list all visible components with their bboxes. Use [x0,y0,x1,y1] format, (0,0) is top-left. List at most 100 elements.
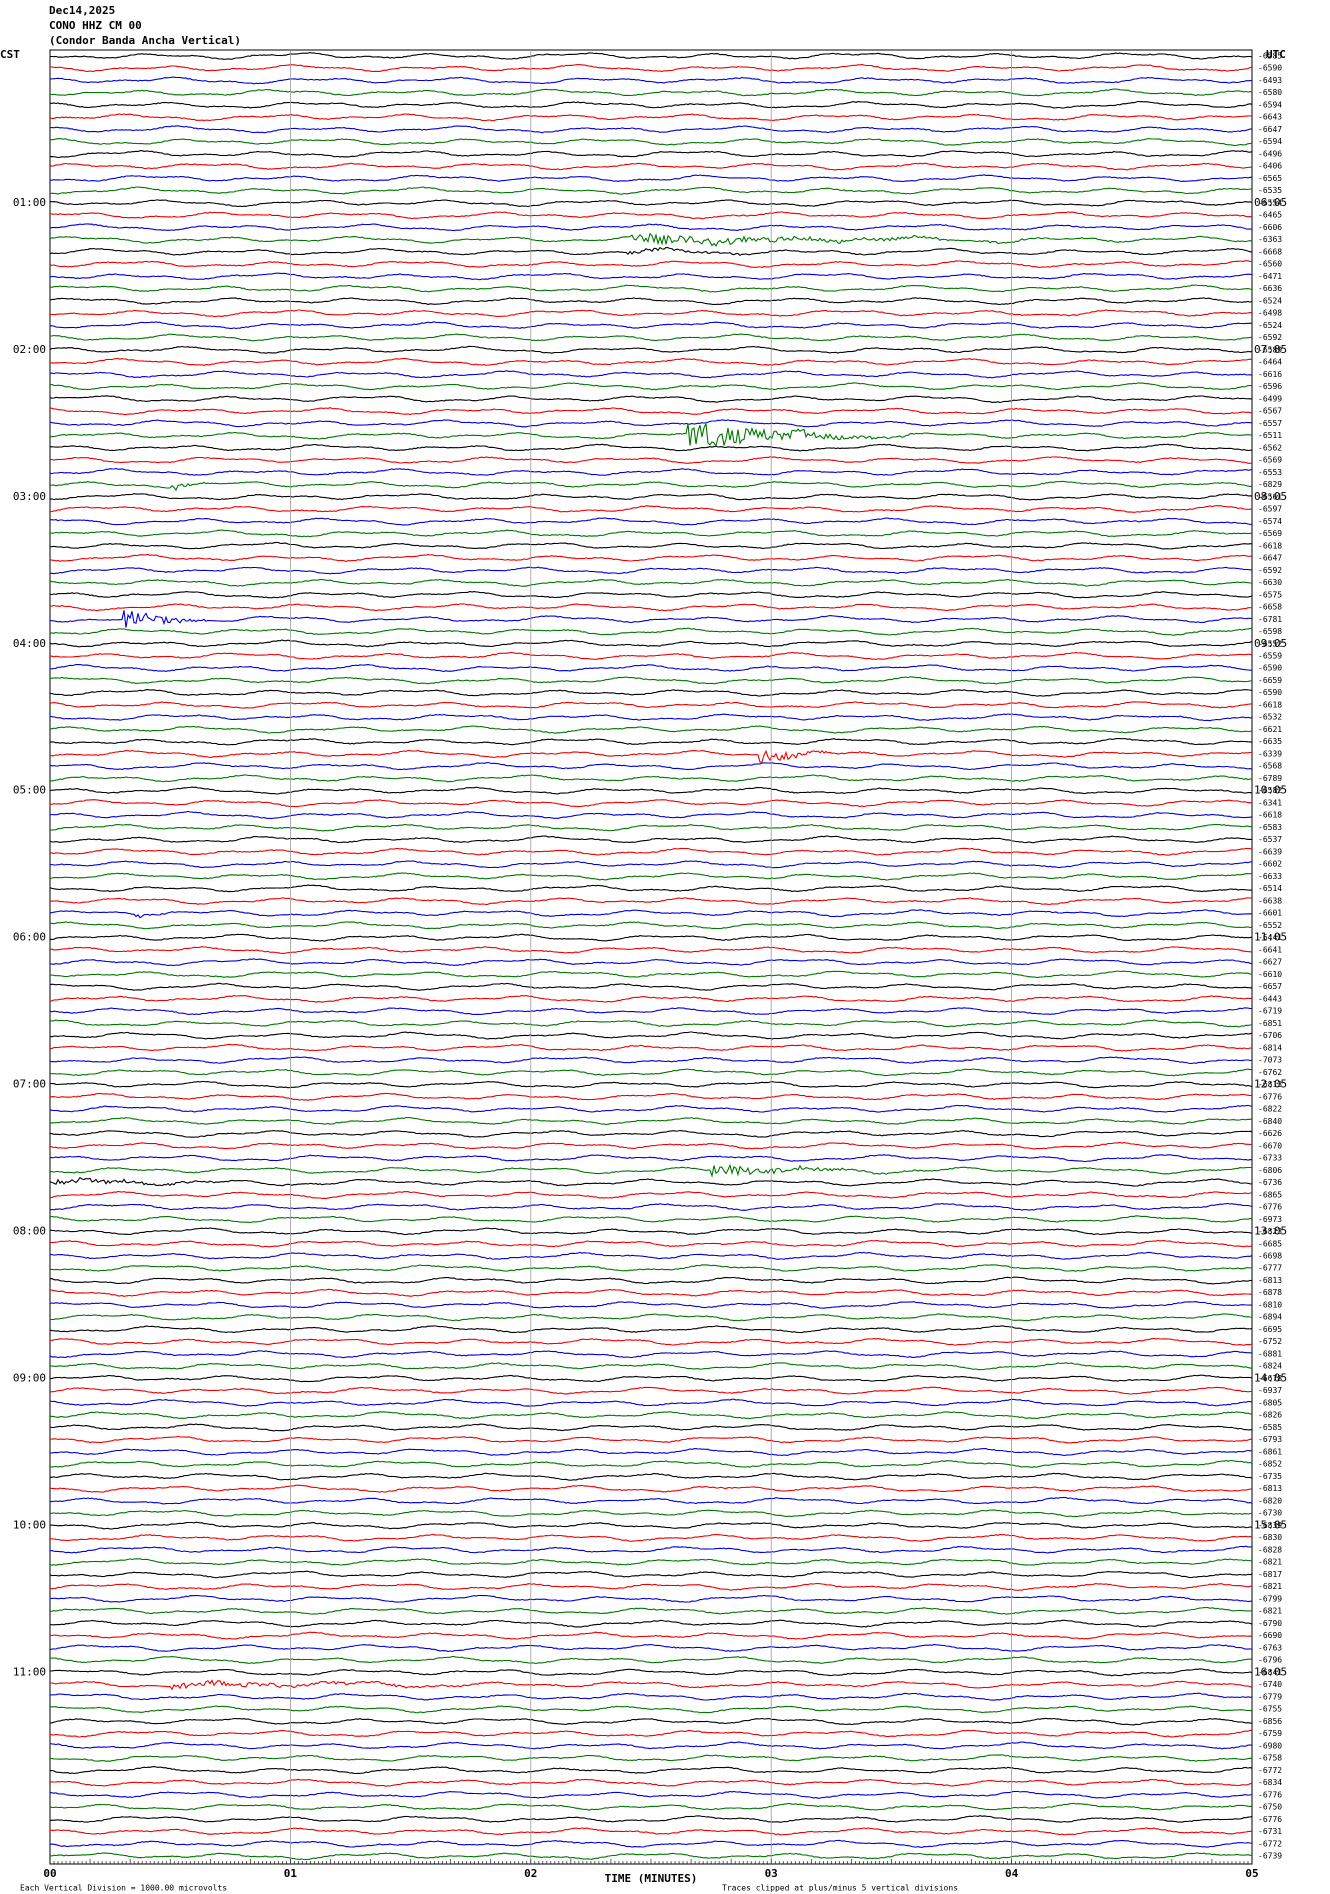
trace-label: -6464 [1258,358,1282,367]
trace-label: -6813 [1258,1276,1282,1285]
trace [50,1251,1253,1260]
trace [49,468,1253,476]
trace [49,1019,1253,1028]
trace [49,272,1253,281]
trace-label: -6839 [1258,1521,1282,1530]
trace [49,162,1253,171]
x-tick-label: 02 [524,1867,537,1880]
trace [49,1116,1253,1125]
right-hour-label: 08:05 [1254,490,1287,503]
trace-label: -6568 [1258,762,1282,771]
clip-note: Traces clipped at plus/minus 5 vertical … [722,1884,958,1893]
right-hour-label: 11:05 [1254,931,1287,944]
trace [49,774,1253,783]
trace-label: -6465 [1258,211,1282,220]
right-hour-label: 07:05 [1254,343,1287,356]
trace-label: -6829 [1258,480,1282,489]
trace [49,1215,1253,1224]
trace-label: -6736 [1258,1178,1282,1187]
trace [49,284,1253,293]
trace [49,578,1253,587]
trace-label: -6498 [1258,309,1282,318]
right-hour-label: 14:05 [1254,1371,1287,1384]
trace-label: -6796 [1258,1656,1282,1665]
trace [49,639,1253,648]
trace-label: -6763 [1258,1643,1282,1652]
trace [49,421,1253,448]
trace-label: -6565 [1258,174,1282,183]
left-hour-label: 08:00 [13,1225,46,1238]
trace-label: -6813 [1258,1484,1282,1493]
trace [49,223,1253,232]
trace-label: -6562 [1258,443,1282,452]
trace-label: -6805 [1258,1398,1282,1407]
trace-label: -6828 [1258,1545,1282,1554]
trace [50,1239,1253,1248]
trace [49,1362,1253,1371]
trace-label: -6776 [1258,1092,1282,1101]
trace-label: -6777 [1258,1264,1282,1273]
trace [49,786,1253,795]
trace-label: -6552 [1258,921,1282,930]
trace [49,860,1253,869]
trace [49,1852,1253,1861]
trace [49,970,1253,978]
left-hour-label: 09:00 [13,1371,46,1384]
trace [49,1594,1253,1603]
trace-label: -6590 [1258,688,1282,697]
trace [49,1202,1253,1211]
trace [49,138,1253,147]
trace [49,76,1253,85]
trace [49,1448,1253,1457]
trace-label: -6657 [1258,982,1282,991]
trace-label: -6733 [1258,1154,1282,1163]
trace-label: -6821 [1258,1607,1282,1616]
trace-label: -6659 [1258,676,1282,685]
trace [49,553,1253,562]
trace-label: -6567 [1258,407,1282,416]
trace [49,1398,1253,1407]
trace [49,186,1253,195]
trace-label: -6496 [1258,149,1282,158]
trace-label: -6881 [1258,1349,1282,1358]
trace-label: -6824 [1258,1362,1282,1371]
trace-label: -6406 [1258,162,1282,171]
trace-label: -6557 [1258,419,1282,428]
trace [49,345,1253,354]
right-hour-label: 15:05 [1254,1518,1287,1531]
trace [49,1668,1253,1677]
trace [50,1068,1253,1077]
trace [49,909,1253,919]
trace [49,872,1253,881]
trace [49,1141,1253,1150]
trace-label: -6668 [1258,247,1282,256]
trace-label: -6636 [1258,284,1282,293]
trace [49,529,1253,538]
trace [50,701,1253,709]
trace [49,1301,1252,1309]
trace [50,211,1253,220]
trace-label: -6559 [1258,652,1282,661]
left-hour-label: 04:00 [13,637,46,650]
trace [49,1705,1252,1714]
left-hour-label: 07:00 [13,1078,46,1091]
trace-label: -6878 [1258,1288,1282,1297]
right-hour-label: 13:05 [1254,1225,1287,1238]
trace [49,1337,1253,1346]
trace [49,958,1253,967]
trace-label: -6641 [1258,945,1282,954]
trace [49,1350,1253,1359]
trace [49,541,1253,550]
trace-label: -6647 [1258,125,1282,134]
trace-label: -6821 [1258,1582,1282,1591]
trace-label: -6789 [1258,774,1282,783]
trace-label: -6698 [1258,1252,1282,1261]
trace-label: -6601 [1258,909,1282,918]
right-zone: UTC [1266,48,1286,61]
trace-label: -6658 [1258,603,1282,612]
trace-label: -6610 [1258,970,1282,979]
trace-label: -6574 [1258,517,1282,526]
trace-label: -6618 [1258,541,1282,550]
trace-label: -6616 [1258,370,1282,379]
